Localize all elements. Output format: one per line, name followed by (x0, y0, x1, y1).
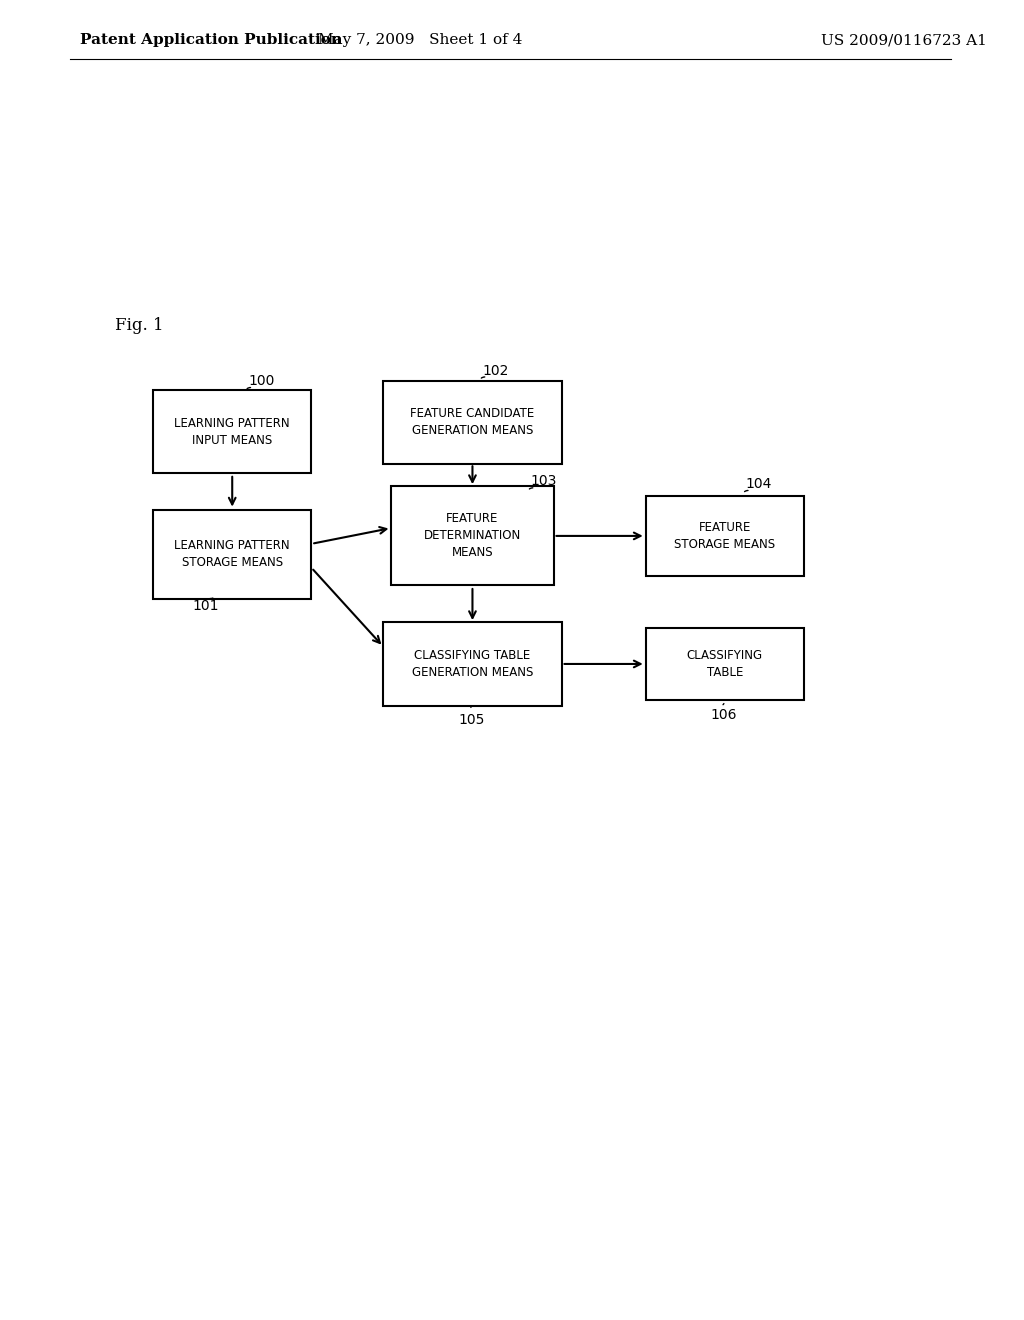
Text: FEATURE
DETERMINATION
MEANS: FEATURE DETERMINATION MEANS (424, 512, 521, 560)
Text: 100: 100 (248, 374, 274, 388)
Text: FEATURE
STORAGE MEANS: FEATURE STORAGE MEANS (674, 521, 775, 550)
Text: May 7, 2009   Sheet 1 of 4: May 7, 2009 Sheet 1 of 4 (318, 33, 522, 48)
Text: CLASSIFYING TABLE
GENERATION MEANS: CLASSIFYING TABLE GENERATION MEANS (412, 649, 534, 678)
Text: 105: 105 (459, 713, 484, 727)
Text: 103: 103 (530, 474, 557, 488)
Text: 106: 106 (711, 708, 737, 722)
FancyBboxPatch shape (645, 496, 804, 576)
FancyBboxPatch shape (645, 628, 804, 700)
FancyBboxPatch shape (391, 487, 554, 586)
Text: Patent Application Publication: Patent Application Publication (80, 33, 342, 48)
Text: US 2009/0116723 A1: US 2009/0116723 A1 (821, 33, 987, 48)
Text: Fig. 1: Fig. 1 (115, 317, 164, 334)
Text: 102: 102 (482, 363, 509, 378)
Text: CLASSIFYING
TABLE: CLASSIFYING TABLE (687, 649, 763, 678)
Text: FEATURE CANDIDATE
GENERATION MEANS: FEATURE CANDIDATE GENERATION MEANS (411, 408, 535, 437)
Text: 104: 104 (745, 477, 772, 491)
Text: 101: 101 (193, 599, 219, 614)
FancyBboxPatch shape (154, 389, 311, 473)
Text: LEARNING PATTERN
INPUT MEANS: LEARNING PATTERN INPUT MEANS (174, 417, 290, 446)
Text: LEARNING PATTERN
STORAGE MEANS: LEARNING PATTERN STORAGE MEANS (174, 540, 290, 569)
FancyBboxPatch shape (383, 623, 561, 705)
FancyBboxPatch shape (154, 510, 311, 599)
FancyBboxPatch shape (383, 380, 561, 463)
